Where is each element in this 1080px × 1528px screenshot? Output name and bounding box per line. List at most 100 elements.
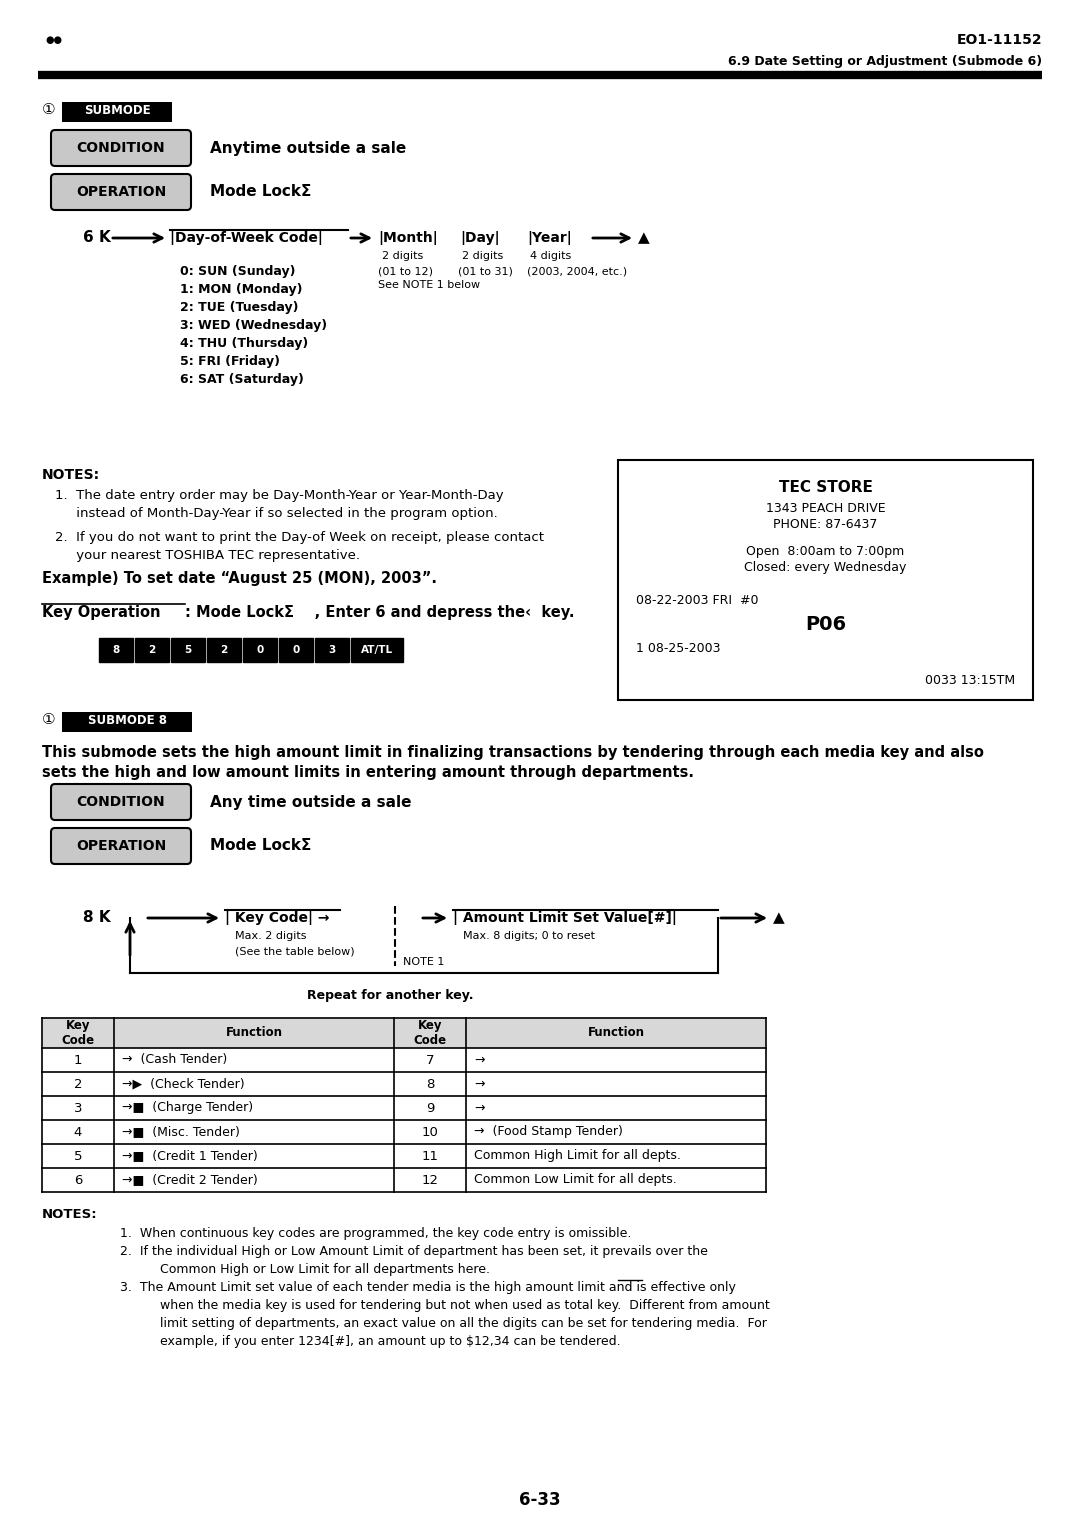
FancyBboxPatch shape (315, 639, 349, 662)
Text: 12: 12 (421, 1174, 438, 1187)
FancyBboxPatch shape (51, 174, 191, 209)
Text: Common Low Limit for all depts.: Common Low Limit for all depts. (474, 1174, 677, 1187)
Text: 2.  If the individual High or Low Amount Limit of department has been set, it pr: 2. If the individual High or Low Amount … (120, 1245, 707, 1259)
Text: 6: 6 (73, 1174, 82, 1187)
FancyBboxPatch shape (51, 784, 191, 821)
Text: example, if you enter 1234[#], an amount up to $12,34 can be tendered.: example, if you enter 1234[#], an amount… (140, 1335, 621, 1349)
Text: 2: 2 (73, 1077, 82, 1091)
Text: Key
Code: Key Code (414, 1019, 446, 1047)
Text: →: → (474, 1053, 485, 1067)
Text: ①: ① (42, 712, 56, 727)
Text: →■  (Charge Tender): →■ (Charge Tender) (122, 1102, 253, 1114)
Text: 6: SAT (Saturday): 6: SAT (Saturday) (180, 373, 303, 385)
Text: 2: 2 (148, 645, 156, 656)
Text: 6-33: 6-33 (519, 1491, 561, 1510)
Text: ▲: ▲ (773, 911, 785, 926)
Text: 1 08-25-2003: 1 08-25-2003 (636, 642, 720, 654)
Text: instead of Month-Day-Year if so selected in the program option.: instead of Month-Day-Year if so selected… (55, 506, 498, 520)
Text: Mode LockΣ: Mode LockΣ (210, 839, 311, 854)
Text: P06: P06 (805, 616, 846, 634)
Text: | Amount Limit Set Value[#]|: | Amount Limit Set Value[#]| (453, 911, 677, 924)
FancyBboxPatch shape (171, 639, 205, 662)
Text: →■  (Credit 1 Tender): →■ (Credit 1 Tender) (122, 1149, 258, 1163)
Text: : Mode LockΣ    , Enter 6 and depress the‹  key.: : Mode LockΣ , Enter 6 and depress the‹ … (185, 605, 575, 619)
Text: Any time outside a sale: Any time outside a sale (210, 795, 411, 810)
Bar (42, 1018, 766, 1048)
Text: (See the table below): (See the table below) (235, 947, 354, 957)
Text: 10: 10 (421, 1126, 438, 1138)
Text: Function: Function (588, 1027, 645, 1039)
FancyBboxPatch shape (207, 639, 241, 662)
Text: 3.  The Amount Limit set value of each tender media is the high amount limit and: 3. The Amount Limit set value of each te… (120, 1282, 735, 1294)
Text: Max. 8 digits; 0 to reset: Max. 8 digits; 0 to reset (463, 931, 595, 941)
Text: →: → (474, 1077, 485, 1091)
FancyBboxPatch shape (51, 828, 191, 863)
Text: 1: MON (Monday): 1: MON (Monday) (180, 283, 302, 295)
Text: CONDITION: CONDITION (77, 795, 165, 808)
Text: (01 to 31): (01 to 31) (458, 266, 513, 277)
Text: (2003, 2004, etc.): (2003, 2004, etc.) (527, 266, 627, 277)
Text: Common High Limit for all depts.: Common High Limit for all depts. (474, 1149, 680, 1163)
FancyBboxPatch shape (62, 712, 192, 732)
Text: Max. 2 digits: Max. 2 digits (235, 931, 307, 941)
Text: 2 digits: 2 digits (462, 251, 503, 261)
Text: 6.9 Date Setting or Adjustment (Submode 6): 6.9 Date Setting or Adjustment (Submode … (728, 55, 1042, 69)
Text: NOTES:: NOTES: (42, 1207, 97, 1221)
Text: sets the high and low amount limits in entering amount through departments.: sets the high and low amount limits in e… (42, 764, 694, 779)
Text: 4: 4 (73, 1126, 82, 1138)
Text: 0: 0 (256, 645, 264, 656)
Text: 0033 13:15TM: 0033 13:15TM (924, 674, 1015, 686)
Text: →■  (Credit 2 Tender): →■ (Credit 2 Tender) (122, 1174, 258, 1187)
Text: CONDITION: CONDITION (77, 141, 165, 154)
Text: limit setting of departments, an exact value on all the digits can be set for te: limit setting of departments, an exact v… (140, 1317, 767, 1331)
Text: 3: 3 (73, 1102, 82, 1114)
Text: 1: 1 (73, 1053, 82, 1067)
Text: 4: THU (Thursday): 4: THU (Thursday) (180, 336, 308, 350)
Text: ▲: ▲ (638, 231, 650, 246)
Text: 3: WED (Wednesday): 3: WED (Wednesday) (180, 318, 327, 332)
Text: EO1-11152: EO1-11152 (957, 34, 1042, 47)
Text: 7: 7 (426, 1053, 434, 1067)
Text: Closed: every Wednesday: Closed: every Wednesday (744, 561, 907, 575)
Text: 3: 3 (328, 645, 336, 656)
Text: PHONE: 87-6437: PHONE: 87-6437 (773, 518, 878, 532)
Text: 0: 0 (293, 645, 299, 656)
Text: 11: 11 (421, 1149, 438, 1163)
Text: 1.  When continuous key codes are programmed, the key code entry is omissible.: 1. When continuous key codes are program… (120, 1227, 632, 1241)
Text: 2: 2 (220, 645, 228, 656)
Text: Key
Code: Key Code (62, 1019, 95, 1047)
Bar (618, 460, 1032, 700)
Text: OPERATION: OPERATION (76, 839, 166, 853)
Text: AT/TL: AT/TL (361, 645, 393, 656)
Text: Key Operation: Key Operation (42, 605, 161, 619)
Text: 5: 5 (73, 1149, 82, 1163)
Text: Function: Function (226, 1027, 283, 1039)
Text: 5: FRI (Friday): 5: FRI (Friday) (180, 354, 280, 368)
Text: →■  (Misc. Tender): →■ (Misc. Tender) (122, 1126, 240, 1138)
FancyBboxPatch shape (243, 639, 276, 662)
Text: Example) To set date “August 25 (MON), 2003”.: Example) To set date “August 25 (MON), 2… (42, 570, 437, 585)
Text: 08-22-2003 FRI  #0: 08-22-2003 FRI #0 (636, 593, 758, 607)
Text: your nearest TOSHIBA TEC representative.: your nearest TOSHIBA TEC representative. (55, 549, 360, 561)
Text: 2.  If you do not want to print the Day-of Week on receipt, please contact: 2. If you do not want to print the Day-o… (55, 530, 544, 544)
Text: |Day-of-Week Code|: |Day-of-Week Code| (170, 231, 323, 244)
Text: 8 K: 8 K (83, 911, 110, 926)
Text: |Year|: |Year| (527, 231, 571, 244)
Text: Common High or Low Limit for all departments here.: Common High or Low Limit for all departm… (140, 1264, 490, 1276)
Text: →  (Cash Tender): → (Cash Tender) (122, 1053, 227, 1067)
Text: OPERATION: OPERATION (76, 185, 166, 199)
Text: 6 K: 6 K (83, 231, 111, 246)
Text: 9: 9 (426, 1102, 434, 1114)
Text: Repeat for another key.: Repeat for another key. (307, 990, 473, 1002)
FancyBboxPatch shape (279, 639, 313, 662)
Text: ●●: ●● (45, 35, 62, 44)
Text: | Key Code| →: | Key Code| → (225, 911, 329, 924)
Text: Anytime outside a sale: Anytime outside a sale (210, 141, 406, 156)
Text: 5: 5 (185, 645, 191, 656)
Text: NOTE 1: NOTE 1 (403, 957, 444, 967)
FancyBboxPatch shape (135, 639, 168, 662)
Text: 4 digits: 4 digits (530, 251, 571, 261)
Text: 1343 PEACH DRIVE: 1343 PEACH DRIVE (766, 501, 886, 515)
Text: NOTES:: NOTES: (42, 468, 100, 481)
Text: SUBMODE: SUBMODE (83, 104, 150, 116)
